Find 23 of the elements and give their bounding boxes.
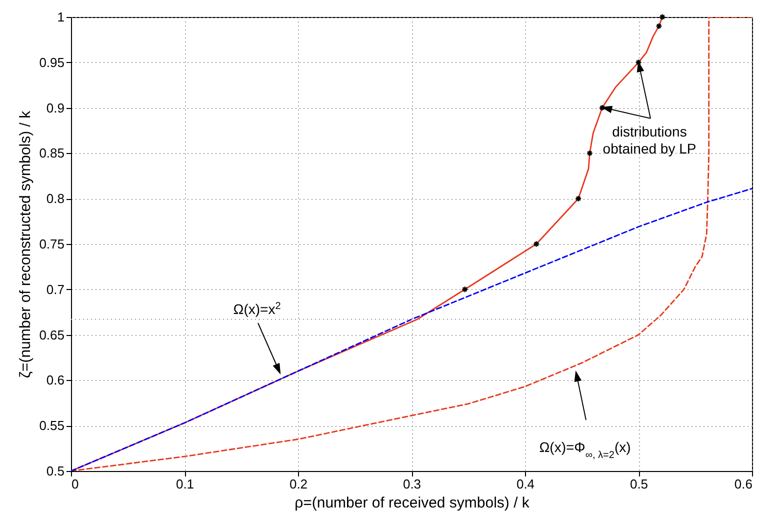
- x-tick-label: 0.3: [402, 476, 422, 492]
- y-axis-title: ζ=(number of reconstructed symbols) / k: [17, 110, 34, 378]
- annotation: Ω(x)=x$^{2}$: [233, 300, 282, 317]
- y-tick-label: 0.5: [46, 464, 64, 478]
- y-tick-label: 0.6: [46, 372, 64, 388]
- y-tick-label: 1: [57, 10, 64, 24]
- y-tick-label: 0.7: [46, 282, 64, 297]
- y-tick-label: 0.55: [39, 418, 64, 434]
- x-tick-label: 0.1: [176, 476, 194, 492]
- y-tick-label: 0.65: [39, 327, 64, 342]
- x-tick-label: 0.6: [734, 476, 752, 492]
- x-tick-label: 0.5: [630, 476, 648, 492]
- y-tick-label: 0.85: [39, 146, 64, 161]
- x-tick-label: 0.4: [516, 476, 535, 492]
- y-tick-label: 0.8: [46, 191, 64, 206]
- y-tick-label: 0.95: [39, 54, 64, 70]
- y-tick-label: 0.9: [46, 100, 64, 116]
- annotation: distributions obtained by LP: [602, 123, 696, 156]
- x-tick-label: 0.2: [289, 476, 308, 492]
- x-tick-label: 0: [72, 476, 79, 492]
- x-axis-title: ρ=(number of received symbols) / k: [294, 494, 530, 511]
- y-tick-label: 0.75: [39, 236, 64, 252]
- annotation: Ω(x)=Φ$_{∞, λ=2}$(x): [539, 439, 631, 460]
